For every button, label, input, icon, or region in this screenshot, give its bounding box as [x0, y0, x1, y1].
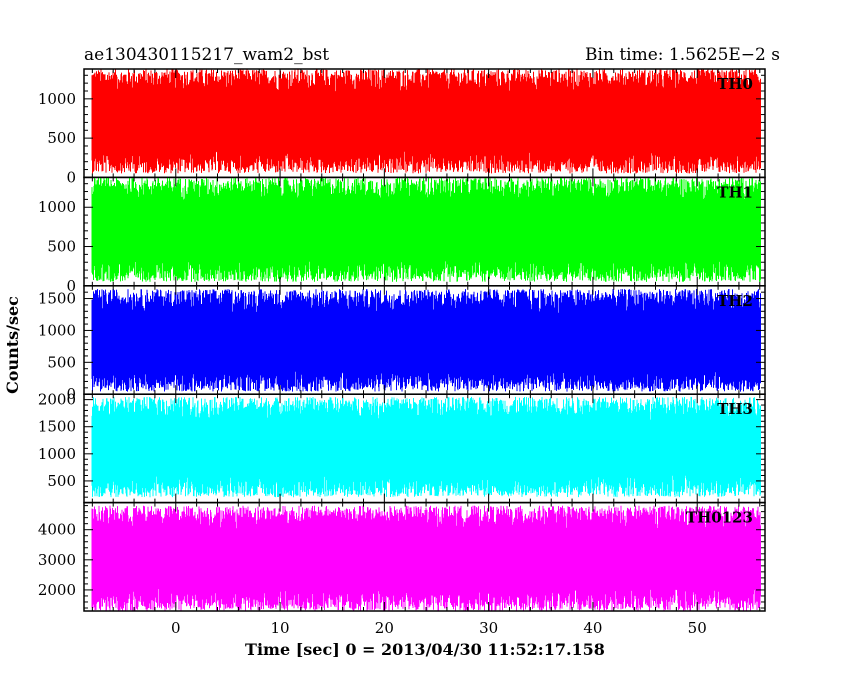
panel-th0: 0 500 1000 TH0 [38, 68, 766, 186]
panel-th3: 500 1000 1500 2000 TH3 [38, 391, 766, 504]
y-tick-label: 500 [47, 238, 76, 256]
series-th1-trace [91, 177, 761, 282]
y-tick-label: 2000 [38, 391, 76, 409]
y-tick-label: 500 [47, 472, 76, 490]
y-tick-label: 1000 [38, 90, 76, 108]
chart-title-right: Bin time: 1.5625E−2 s [585, 45, 780, 65]
y-tick-label: 1000 [38, 198, 76, 216]
x-axis-label: Time [sec] 0 = 2013/04/30 11:52:17.158 [245, 640, 605, 659]
y-tick-label: 500 [47, 353, 76, 371]
x-tick-label: 40 [583, 619, 602, 637]
y-tick-label: 3000 [38, 551, 76, 569]
x-tick-label: 30 [479, 619, 498, 637]
y-tick-label: 1500 [38, 290, 76, 308]
x-tick-label: 50 [688, 619, 707, 637]
y-tick-label: 500 [47, 129, 76, 147]
x-tick-label: 10 [271, 619, 290, 637]
series-th3-trace [91, 396, 761, 498]
panel-label-th1: TH1 [717, 183, 753, 201]
panel-label-th0: TH0 [717, 75, 753, 93]
series-th2-trace [91, 289, 761, 392]
panel-label-th0123: TH0123 [686, 509, 753, 527]
y-tick-label: 0 [66, 168, 76, 186]
y-tick-label: 1500 [38, 418, 76, 436]
y-tick-label: 1000 [38, 321, 76, 339]
panel-label-th3: TH3 [717, 400, 753, 418]
panel-th2: 0 500 1000 1500 TH2 [38, 285, 766, 403]
panel-frame [83, 501, 766, 612]
x-tick-label: 20 [375, 619, 394, 637]
series-th0-trace [91, 69, 761, 174]
y-tick-label: 4000 [38, 521, 76, 539]
panel-th1: 0 500 1000 TH1 [38, 176, 766, 295]
y-axis-label: Counts/sec [3, 296, 22, 394]
y-tick-label: 1000 [38, 445, 76, 463]
panel-th0123: 2000 3000 4000 TH0123 [38, 501, 766, 612]
x-tick-label: 0 [171, 619, 181, 637]
y-tick-label: 0 [66, 385, 76, 403]
series-th0123-trace [91, 505, 761, 611]
chart-title-left: ae130430115217_wam2_bst [84, 45, 329, 65]
y-tick-label: 2000 [38, 581, 76, 599]
panel-label-th2: TH2 [717, 292, 753, 310]
y-tick-label: 0 [66, 277, 76, 295]
